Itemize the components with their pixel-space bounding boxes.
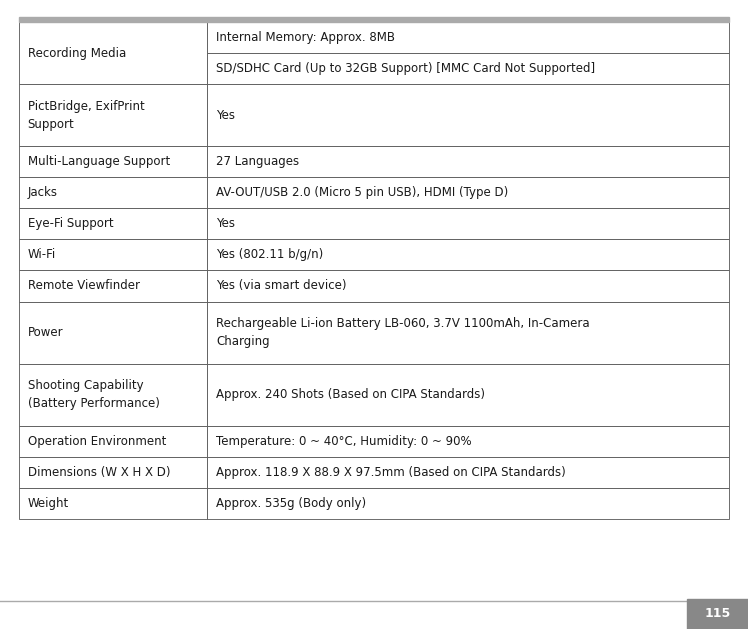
Text: 115: 115 xyxy=(704,608,731,620)
Bar xyxy=(207,270,729,301)
Bar xyxy=(207,488,729,519)
Text: Wi-Fi: Wi-Fi xyxy=(28,248,56,262)
Bar xyxy=(207,208,729,240)
Bar xyxy=(19,488,207,519)
Bar xyxy=(207,301,729,364)
Text: Weight: Weight xyxy=(28,497,69,510)
Bar xyxy=(19,177,207,208)
Bar xyxy=(207,457,729,488)
Text: AV-OUT/USB 2.0 (Micro 5 pin USB), HDMI (Type D): AV-OUT/USB 2.0 (Micro 5 pin USB), HDMI (… xyxy=(216,186,508,199)
Bar xyxy=(19,17,729,22)
Text: Temperature: 0 ~ 40°C, Humidity: 0 ~ 90%: Temperature: 0 ~ 40°C, Humidity: 0 ~ 90% xyxy=(216,435,471,448)
Bar xyxy=(19,84,207,146)
Text: SD/SDHC Card (Up to 32GB Support) [MMC Card Not Supported]: SD/SDHC Card (Up to 32GB Support) [MMC C… xyxy=(216,62,595,75)
Bar xyxy=(19,270,207,301)
Bar xyxy=(19,22,207,84)
Text: Internal Memory: Approx. 8MB: Internal Memory: Approx. 8MB xyxy=(216,31,395,44)
Text: Eye-Fi Support: Eye-Fi Support xyxy=(28,218,113,230)
Bar xyxy=(19,208,207,240)
Text: Jacks: Jacks xyxy=(28,186,58,199)
Text: Multi-Language Support: Multi-Language Support xyxy=(28,155,170,169)
Text: Yes: Yes xyxy=(216,109,235,121)
Text: Shooting Capability
(Battery Performance): Shooting Capability (Battery Performance… xyxy=(28,379,159,410)
Text: Dimensions (W X H X D): Dimensions (W X H X D) xyxy=(28,466,171,479)
Text: Operation Environment: Operation Environment xyxy=(28,435,166,448)
Text: Approx. 118.9 X 88.9 X 97.5mm (Based on CIPA Standards): Approx. 118.9 X 88.9 X 97.5mm (Based on … xyxy=(216,466,565,479)
Bar xyxy=(19,364,207,426)
Text: Approx. 535g (Body only): Approx. 535g (Body only) xyxy=(216,497,366,510)
Text: Rechargeable Li-ion Battery LB-060, 3.7V 1100mAh, In-Camera
Charging: Rechargeable Li-ion Battery LB-060, 3.7V… xyxy=(216,317,589,348)
Text: Yes (802.11 b/g/n): Yes (802.11 b/g/n) xyxy=(216,248,323,262)
Bar xyxy=(19,240,207,270)
Bar xyxy=(207,426,729,457)
Bar xyxy=(207,53,729,84)
Bar xyxy=(207,240,729,270)
Text: Remote Viewfinder: Remote Viewfinder xyxy=(28,279,140,292)
Bar xyxy=(207,147,729,177)
Text: 27 Languages: 27 Languages xyxy=(216,155,299,169)
Bar xyxy=(19,301,207,364)
Bar xyxy=(19,147,207,177)
Bar xyxy=(19,426,207,457)
Bar xyxy=(207,177,729,208)
Bar xyxy=(207,364,729,426)
Text: Power: Power xyxy=(28,326,64,339)
Bar xyxy=(207,22,729,53)
Bar xyxy=(19,457,207,488)
Text: Yes (via smart device): Yes (via smart device) xyxy=(216,279,346,292)
Text: Recording Media: Recording Media xyxy=(28,47,126,60)
Text: Yes: Yes xyxy=(216,218,235,230)
Text: PictBridge, ExifPrint
Support: PictBridge, ExifPrint Support xyxy=(28,99,144,131)
Bar xyxy=(687,599,748,629)
Text: Approx. 240 Shots (Based on CIPA Standards): Approx. 240 Shots (Based on CIPA Standar… xyxy=(216,388,485,401)
Bar xyxy=(207,84,729,146)
